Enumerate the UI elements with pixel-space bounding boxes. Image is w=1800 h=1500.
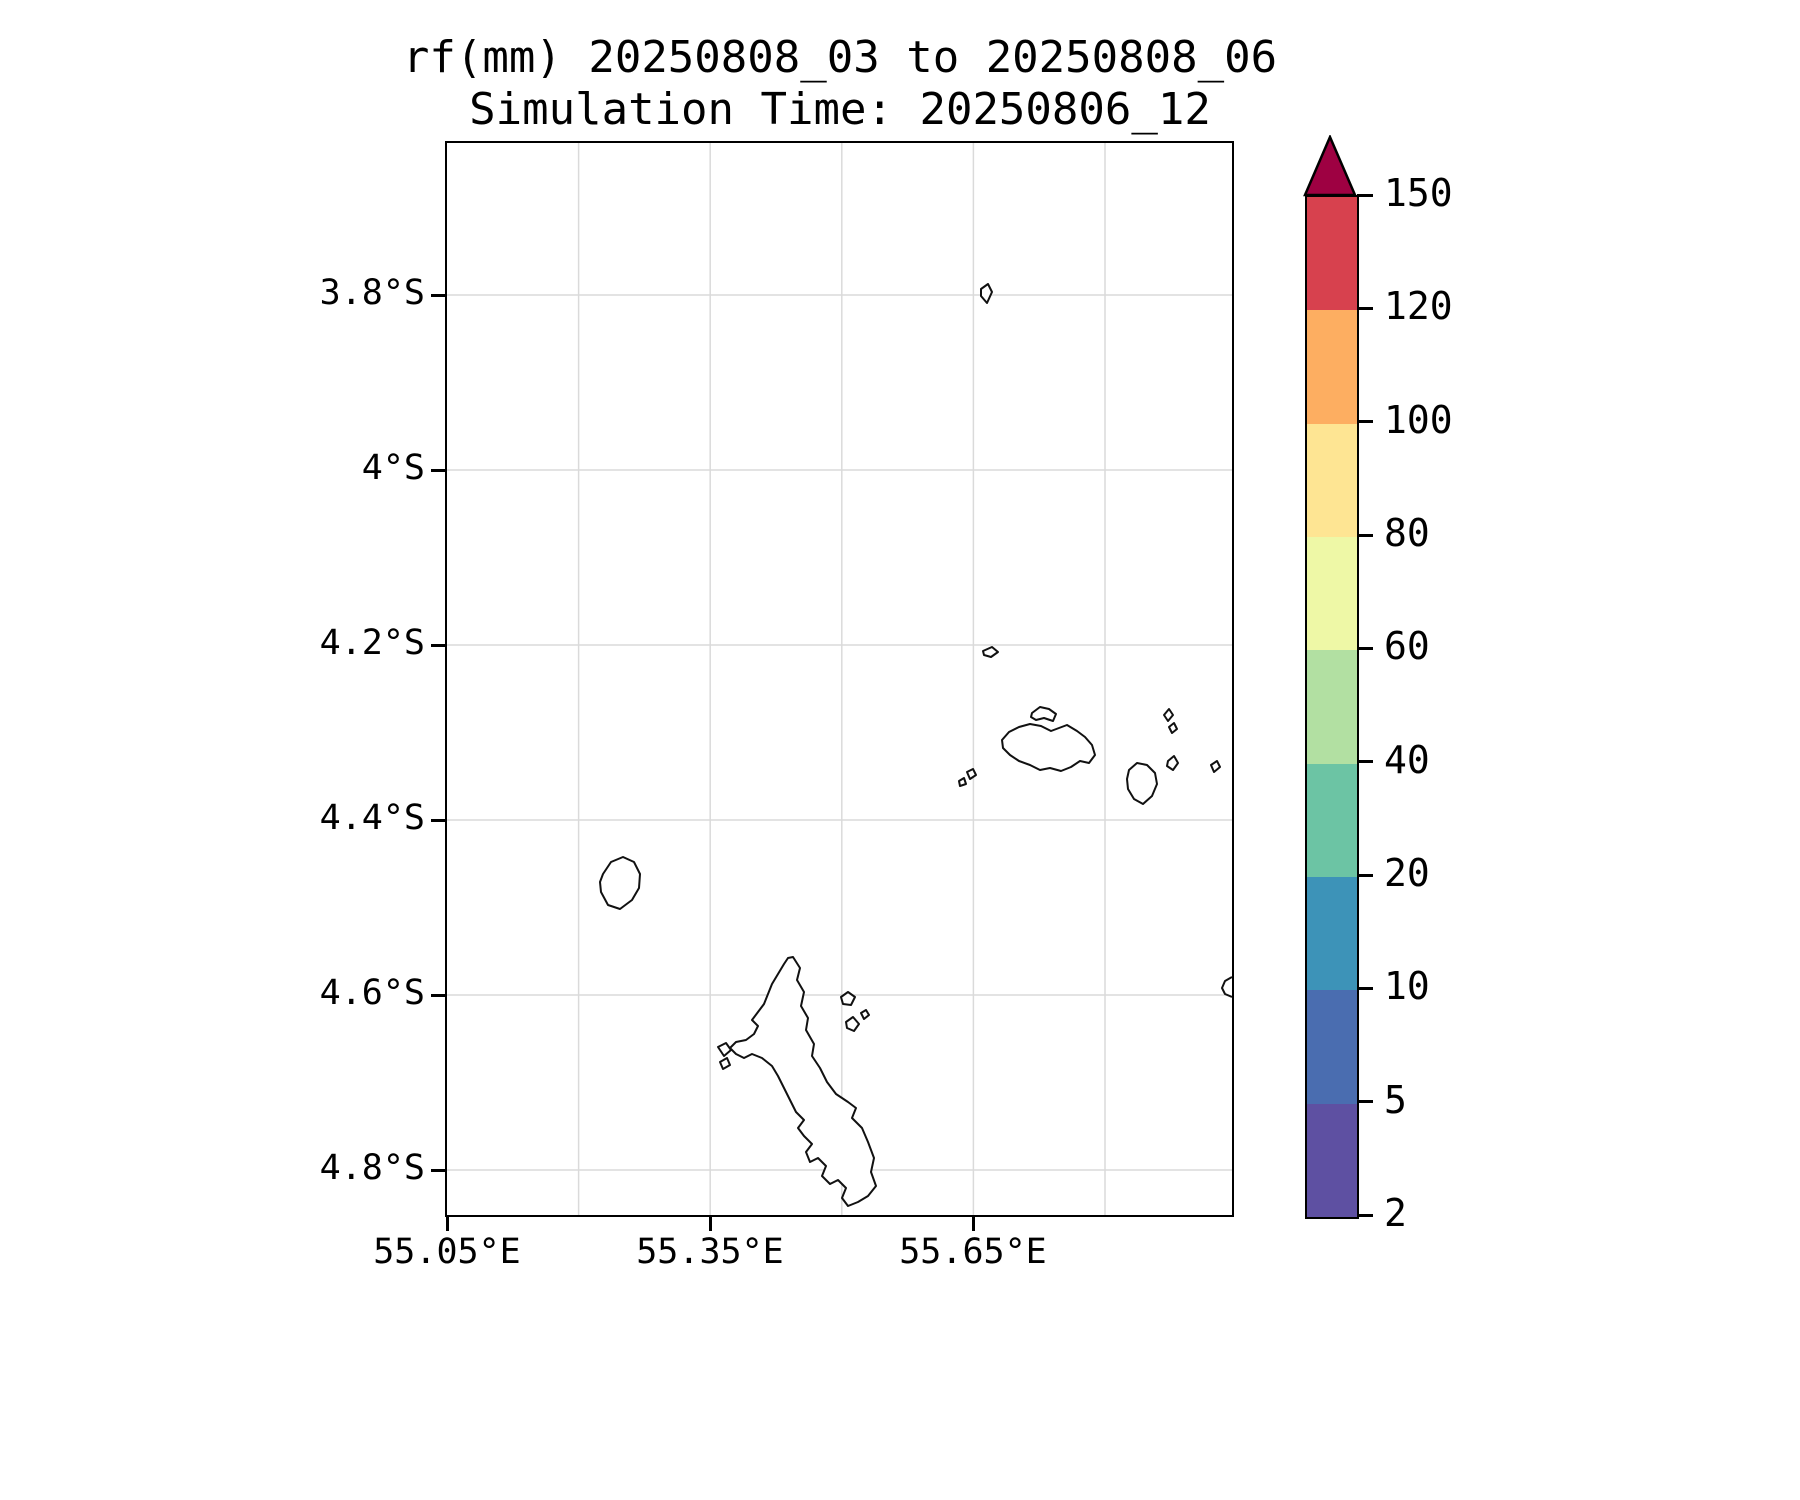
y-tick-mark xyxy=(431,469,445,472)
colorbar-tick-label: 60 xyxy=(1384,624,1430,668)
colorbar-tick-mark xyxy=(1357,647,1373,650)
chart-subtitle: Simulation Time: 20250806_12 xyxy=(240,84,1440,135)
colorbar-tick-mark xyxy=(1357,1100,1373,1103)
colorbar-band xyxy=(1307,537,1357,650)
y-tick-mark xyxy=(431,1169,445,1172)
colorbar-tick-label: 2 xyxy=(1384,1191,1407,1235)
colorbar-tick-label: 150 xyxy=(1384,171,1453,215)
coastline-la-digue-island xyxy=(1127,763,1157,804)
figure: rf(mm) 20250808_03 to 20250808_06 Simula… xyxy=(0,0,1800,1500)
colorbar-band xyxy=(1307,764,1357,877)
gridlines xyxy=(447,143,1232,1215)
coastline-praslin-island xyxy=(1002,724,1095,771)
colorbar-band xyxy=(1307,310,1357,423)
y-tick-label: 4°S xyxy=(225,448,425,488)
colorbar-tick-label: 10 xyxy=(1384,964,1430,1008)
y-tick-label: 4.8°S xyxy=(225,1148,425,1188)
colorbar-tick-mark xyxy=(1357,534,1373,537)
colorbar-band xyxy=(1307,1104,1357,1217)
coastline-fregate-island xyxy=(1222,977,1232,997)
colorbar-band xyxy=(1307,877,1357,990)
colorbar-tick-mark xyxy=(1357,874,1373,877)
colorbar-band xyxy=(1307,424,1357,537)
y-tick-label: 4.4°S xyxy=(225,798,425,838)
x-tick-mark xyxy=(709,1217,712,1231)
chart-title: rf(mm) 20250808_03 to 20250808_06 xyxy=(240,32,1440,83)
colorbar-tick-mark xyxy=(1357,420,1373,423)
colorbar-tick-mark xyxy=(1357,760,1373,763)
coastline-conception-islet xyxy=(718,1043,731,1056)
coastline-cousine-island xyxy=(959,778,966,786)
y-tick-mark xyxy=(431,644,445,647)
colorbar-tick-mark xyxy=(1357,194,1373,197)
colorbar-tick-label: 120 xyxy=(1384,284,1453,328)
coastline-aride-island xyxy=(983,647,998,657)
x-tick-mark xyxy=(446,1217,449,1231)
map-svg xyxy=(447,143,1232,1215)
x-tick-label: 55.05°E xyxy=(327,1232,567,1272)
y-tick-mark xyxy=(431,294,445,297)
colorbar-tick-label: 100 xyxy=(1384,398,1453,442)
y-tick-mark xyxy=(431,994,445,997)
coastline-moyenne-islet xyxy=(861,1010,869,1019)
colorbar-tick-mark xyxy=(1357,987,1373,990)
coastline-petite-soeur xyxy=(1169,723,1177,733)
coastline-cousin-island xyxy=(967,769,976,779)
coastlines xyxy=(600,284,1232,1206)
colorbar-band xyxy=(1307,650,1357,763)
coastline-cerf-islet xyxy=(846,1017,859,1031)
coastline-grande-soeur xyxy=(1164,709,1173,721)
colorbar xyxy=(1305,195,1359,1219)
colorbar-tick-label: 80 xyxy=(1384,511,1430,555)
y-tick-label: 4.6°S xyxy=(225,973,425,1013)
colorbar-extend-arrow xyxy=(1303,135,1357,197)
colorbar-tick-label: 20 xyxy=(1384,851,1430,895)
colorbar-tick-label: 5 xyxy=(1384,1078,1407,1122)
colorbar-tick-mark xyxy=(1357,307,1373,310)
colorbar-band xyxy=(1307,197,1357,310)
coastline-silhouette-island xyxy=(600,857,640,909)
coastline-ste-anne-islet xyxy=(841,992,855,1005)
y-tick-mark xyxy=(431,819,445,822)
y-tick-label: 3.8°S xyxy=(225,273,425,313)
coastline-therese-islet xyxy=(720,1058,730,1069)
map-plot-area xyxy=(445,141,1234,1217)
coastline-east-islet xyxy=(1211,761,1220,772)
x-tick-mark xyxy=(972,1217,975,1231)
colorbar-band xyxy=(1307,990,1357,1103)
colorbar-tick-label: 40 xyxy=(1384,738,1430,782)
y-tick-label: 4.2°S xyxy=(225,623,425,663)
coastline-denis-island xyxy=(981,284,992,303)
colorbar-tick-mark xyxy=(1357,1214,1373,1217)
coastline-marianne-island xyxy=(1167,756,1178,770)
coastline-curieuse-island xyxy=(1031,707,1056,721)
x-tick-label: 55.35°E xyxy=(590,1232,830,1272)
x-tick-label: 55.65°E xyxy=(853,1232,1093,1272)
